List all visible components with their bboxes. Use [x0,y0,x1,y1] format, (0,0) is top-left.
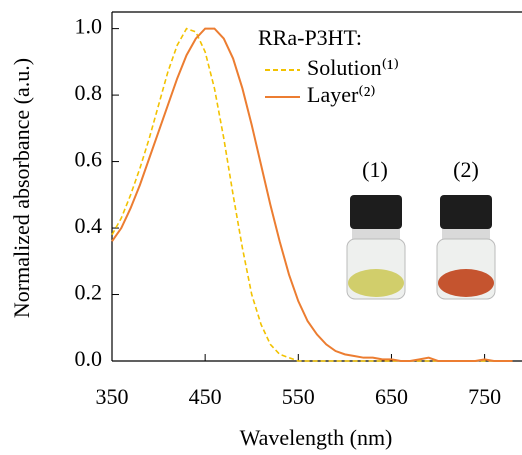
legend-label: Solution⁽¹⁾ [307,55,399,80]
x-tick-label: 350 [96,384,129,409]
vial-1 [346,195,406,300]
y-tick-label: 0.2 [75,280,103,305]
x-tick-label: 750 [468,384,501,409]
vial-2 [436,195,496,300]
x-tick-label: 450 [189,384,222,409]
annotation: (1) [362,157,388,182]
y-tick-label: 0.0 [75,346,103,371]
x-tick-label: 550 [282,384,315,409]
legend-label: Layer⁽²⁾ [307,82,376,107]
y-tick-label: 0.4 [75,213,103,238]
x-tick-label: 650 [375,384,408,409]
x-axis-label: Wavelength (nm) [240,425,393,450]
series-line [111,27,513,362]
y-tick-label: 1.0 [75,14,103,39]
y-axis-label: Normalized absorbance (a.u.) [9,58,34,318]
legend-title: RRa-P3HT: [258,25,362,50]
series-line [111,27,513,362]
y-tick-label: 0.6 [75,147,103,172]
y-tick-label: 0.8 [75,80,103,105]
annotation: (2) [453,157,479,182]
